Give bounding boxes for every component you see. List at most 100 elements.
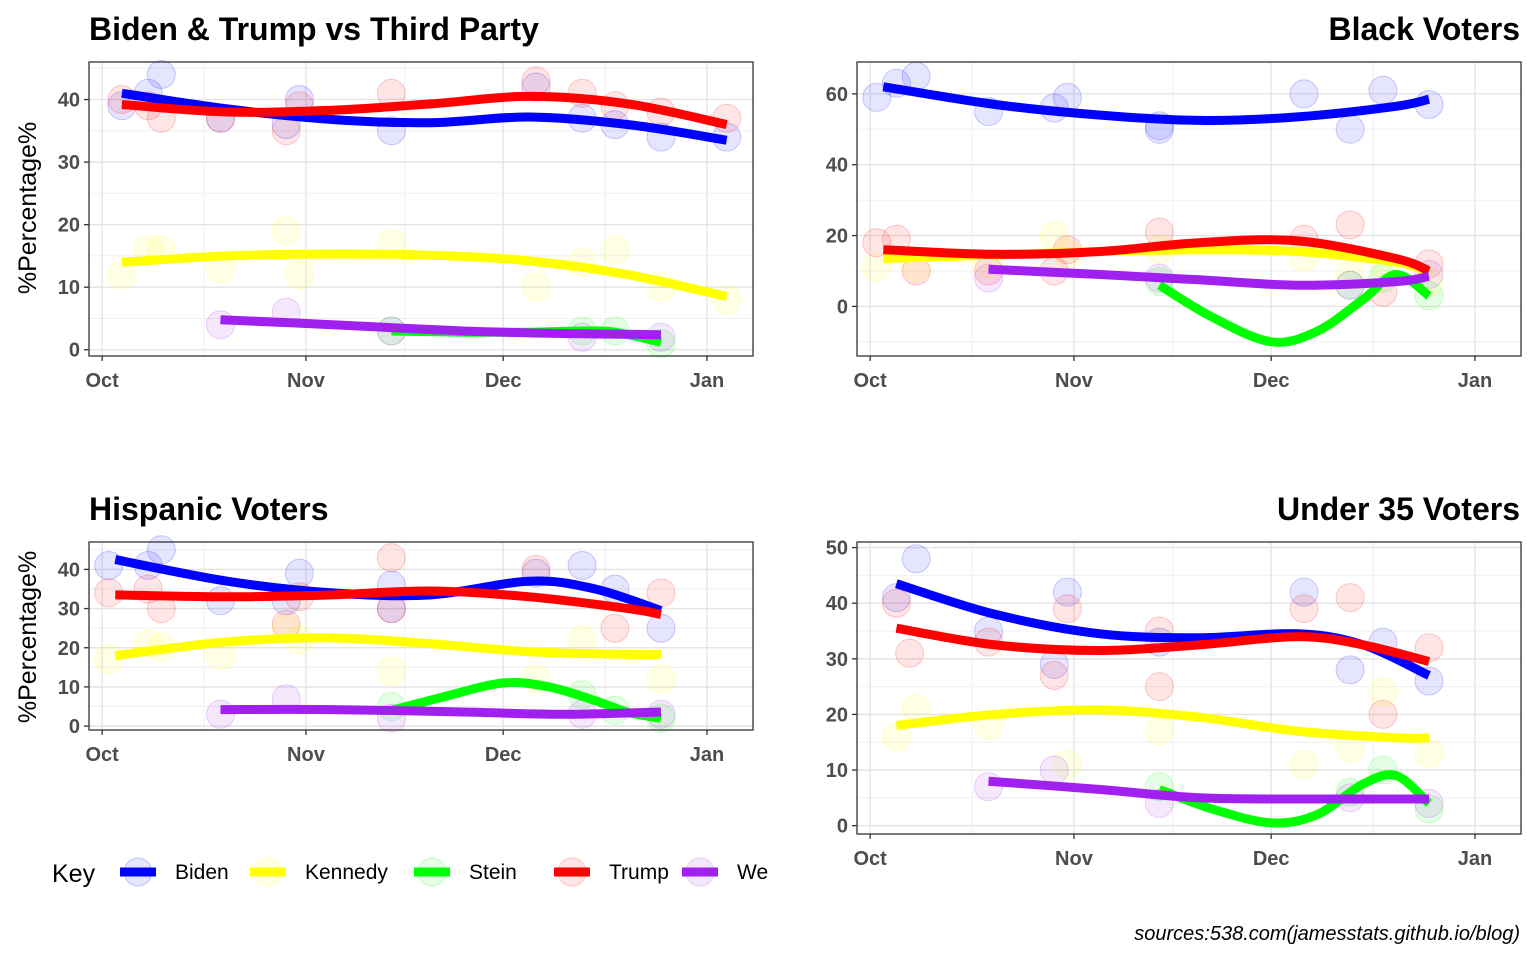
x-tick-label: Jan — [690, 370, 724, 392]
legend-item-stein: Stein — [414, 857, 517, 887]
legend-item-we: We — [682, 857, 768, 887]
point-trump — [1144, 672, 1174, 702]
trend-line-trump — [883, 235, 1431, 276]
point-we — [206, 310, 235, 340]
x-tick-label: Jan — [1458, 848, 1492, 870]
point-trump — [1368, 699, 1398, 729]
legend-label: Biden — [175, 861, 229, 884]
point-biden — [646, 613, 676, 643]
x-tick-label: Dec — [1253, 370, 1290, 392]
x-tick-label: Dec — [485, 370, 522, 392]
point-we — [206, 699, 235, 729]
trend-line-kennedy — [895, 705, 1430, 743]
trend-line-stein — [1157, 770, 1433, 828]
point-trump — [521, 66, 551, 96]
y-tick-label: 20 — [58, 215, 80, 237]
point-trump — [1289, 594, 1319, 624]
panel-1-y-axis-label: %Percentage% — [14, 122, 42, 294]
point-kennedy — [284, 260, 314, 290]
point-trump — [376, 543, 406, 573]
point-kennedy — [1052, 750, 1082, 779]
panel-3-y-axis-label: %Percentage% — [14, 551, 42, 723]
x-tick-label: Oct — [85, 370, 119, 392]
y-tick-label: 40 — [826, 593, 848, 615]
x-tick-label: Jan — [690, 744, 724, 766]
panel-border — [856, 61, 1522, 357]
point-we — [1039, 755, 1069, 785]
y-tick-label: 10 — [58, 277, 80, 299]
point-trump — [1335, 210, 1365, 240]
y-tick-label: 50 — [826, 538, 848, 560]
source-caption: sources:538.com(jamesstats.github.io/blo… — [1134, 923, 1520, 945]
panel-2-plot: 0 20 40 60 Oct Nov Dec Jan — [826, 61, 1522, 392]
y-tick-label: 40 — [826, 155, 848, 177]
trend-line-we — [220, 704, 662, 719]
point-biden — [901, 544, 931, 574]
point-kennedy — [1368, 677, 1398, 707]
panel-3-plot: 0 10 20 30 40 Oct Nov Dec Jan — [58, 535, 754, 766]
point-kennedy — [271, 216, 301, 246]
legend-title: Key — [52, 860, 96, 888]
point-trump — [895, 638, 925, 668]
point-we — [974, 772, 1003, 802]
legend-label: Stein — [469, 861, 517, 884]
point-kennedy — [521, 272, 551, 302]
y-tick-label: 20 — [826, 704, 848, 726]
y-tick-label: 10 — [58, 677, 80, 699]
panel-1-plot: 0 10 20 30 40 Oct Nov Dec Jan — [58, 60, 754, 392]
x-tick-label: Nov — [287, 370, 326, 392]
panel-border — [856, 541, 1522, 835]
point-biden — [1335, 655, 1365, 685]
trend-line-kennedy — [114, 633, 662, 661]
panel-3-title: Hispanic Voters — [89, 491, 328, 527]
panel-2-title: Black Voters — [1329, 11, 1521, 47]
point-kennedy — [1414, 738, 1444, 768]
trend-line-trump — [121, 91, 728, 130]
legend-item-kennedy: Kennedy — [250, 857, 388, 887]
point-biden — [1289, 79, 1319, 109]
panel-4-plot: 0 10 20 30 40 50 Oct Nov Dec Jan — [826, 538, 1522, 870]
panel-border — [88, 541, 754, 731]
point-kennedy — [600, 235, 630, 265]
x-tick-label: Oct — [853, 848, 887, 870]
trend-line-kennedy — [121, 249, 728, 301]
y-tick-label: 0 — [837, 816, 848, 838]
y-tick-label: 40 — [58, 559, 80, 581]
point-biden — [1289, 577, 1319, 607]
point-biden — [1368, 75, 1398, 105]
legend: Key Biden Kennedy Stein Trump We — [52, 857, 768, 888]
point-kennedy — [1144, 716, 1174, 746]
trend-line-biden — [882, 82, 1431, 125]
point-trump — [1039, 661, 1069, 690]
y-tick-label: 10 — [826, 760, 848, 782]
point-biden — [567, 551, 597, 580]
legend-items: Biden Kennedy Stein Trump We — [120, 857, 768, 887]
y-tick-label: 30 — [58, 599, 80, 621]
x-tick-label: Oct — [85, 744, 119, 766]
y-tick-label: 20 — [826, 226, 848, 248]
x-tick-label: Jan — [1458, 370, 1492, 392]
point-biden — [146, 60, 176, 89]
legend-label: Trump — [609, 861, 669, 884]
point-trump — [600, 613, 630, 643]
point-trump — [1052, 594, 1082, 624]
panel-4-title: Under 35 Voters — [1277, 491, 1520, 527]
trend-line-we — [988, 264, 1430, 290]
y-tick-label: 60 — [826, 84, 848, 106]
x-tick-label: Dec — [1253, 848, 1290, 870]
point-trump — [881, 588, 911, 618]
legend-label: Kennedy — [305, 861, 388, 884]
trend-line-trump — [895, 623, 1431, 666]
y-tick-label: 0 — [837, 296, 848, 318]
legend-item-biden: Biden — [120, 857, 229, 887]
x-tick-label: Nov — [1055, 848, 1094, 870]
point-biden — [1335, 114, 1365, 144]
y-tick-label: 0 — [69, 716, 80, 738]
point-biden — [1052, 577, 1082, 607]
y-tick-label: 30 — [58, 152, 80, 174]
point-biden — [901, 61, 931, 91]
x-tick-label: Oct — [853, 370, 887, 392]
trend-line-we — [988, 776, 1430, 804]
trend-line-we — [220, 315, 662, 340]
